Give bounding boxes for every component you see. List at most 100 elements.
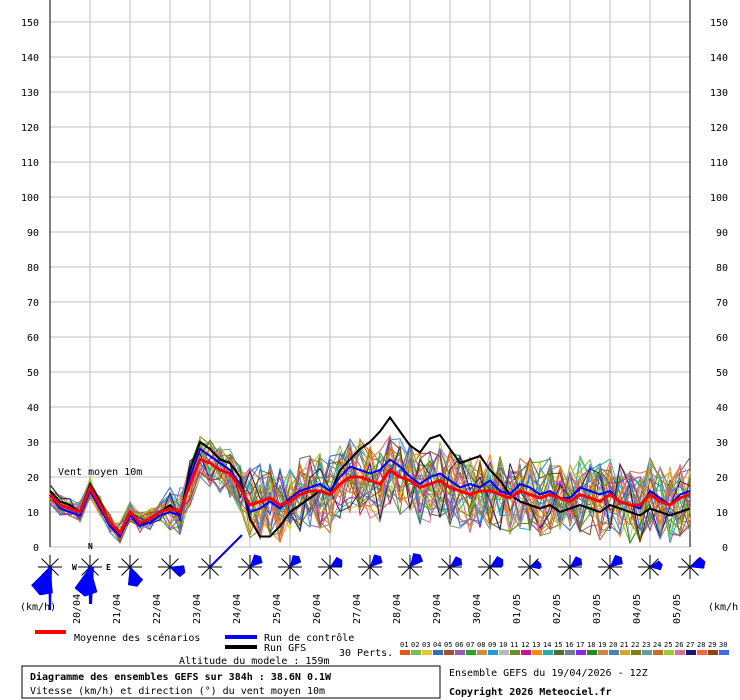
rose-spoke [161,558,171,568]
perturbation-number: 05 [444,641,452,649]
legend-control-label: Run de contrôle [264,632,354,644]
rose-spoke [601,566,611,576]
y-tick-label-right: 80 [716,263,728,274]
x-tick-label: 26/04 [312,594,323,624]
perturbation-number: 04 [433,641,441,649]
y-tick-label-left: 60 [27,333,39,344]
perturbation-number: 09 [488,641,496,649]
perturbation-number: 08 [477,641,485,649]
rose-spoke [321,566,331,576]
rose-spoke [609,566,619,576]
rose-petal [329,556,343,568]
rose-petal [649,560,663,571]
rose-petal-long [88,567,94,604]
perturbation-line-27 [49,445,691,542]
perturbation-swatch [598,650,608,655]
perturbation-swatch [620,650,630,655]
rose-spoke [241,566,251,576]
rose-spoke [89,558,99,568]
perturbation-swatch [686,650,696,655]
perturbation-number: 22 [631,641,639,649]
perturbation-line-18 [49,436,691,545]
perturbation-number: 24 [653,641,661,649]
perturbation-number: 01 [400,641,408,649]
wind-rose [238,554,263,579]
perturbation-swatch [411,650,421,655]
perturbation-number: 06 [455,641,463,649]
perturbation-number: 25 [664,641,672,649]
y-tick-label-left: 30 [27,438,39,449]
rose-spoke [401,566,411,576]
perturbation-swatch [499,650,509,655]
perturbation-swatch [697,650,707,655]
rose-petal [489,555,504,568]
wind-rose [398,553,424,579]
wind-rose [438,555,463,579]
rose-spoke [561,558,571,568]
perturbation-line-28 [49,434,691,543]
rose-spoke [681,566,691,576]
perturbation-number: 10 [499,641,507,649]
perturbation-number: 21 [620,641,628,649]
perturbation-line-30 [49,444,691,540]
perturbation-number: 11 [510,641,518,649]
wind-rose [478,555,504,579]
x-tick-label: 27/04 [352,594,363,624]
perturbation-swatch [488,650,498,655]
rose-label-east: E [106,563,111,572]
perturbation-number: 28 [697,641,705,649]
rose-spoke [681,558,691,568]
rose-spoke [281,558,291,568]
y-tick-label-left: 90 [27,228,39,239]
perturbation-number: 15 [554,641,562,649]
rose-spoke [529,566,539,576]
y-tick-label-right: 140 [710,53,728,64]
y-tick-label-right: 40 [716,403,728,414]
rose-petal [689,556,706,569]
perturbation-swatch [554,650,564,655]
rose-spoke [401,558,411,568]
wind-rose [158,555,186,579]
perturbation-swatch [433,650,443,655]
y-tick-label-right: 90 [716,228,728,239]
perturbation-legend: 01 02 03 04 05 06 07 08 09 10 11 12 13 14 15 16 17 18 19 20… [400,641,729,655]
wind-rose [198,555,222,579]
perturbation-number: 17 [576,641,584,649]
x-tick-label: 03/05 [592,594,603,624]
x-tick-label: 05/05 [672,594,683,624]
rose-spoke [569,566,579,576]
perturbation-swatch [400,650,410,655]
rose-spoke [281,566,291,576]
perturbation-swatch [543,650,553,655]
perturbation-swatch [422,650,432,655]
rose-label-west: W [72,563,77,572]
x-tick-label: 02/05 [552,594,563,624]
y-tick-label-left: 20 [27,473,39,484]
wind-rose [678,555,706,579]
wind-roses [31,534,706,610]
wind-rose [558,555,583,579]
rose-spoke [481,566,491,576]
rose-spoke [521,558,531,568]
rose-spoke [689,566,699,576]
perturbation-swatch [653,650,663,655]
wind-rose [598,554,623,579]
rose-spoke [649,566,659,576]
legend-mean-label: Moyenne des scénarios [74,632,200,644]
perturbation-swatch [532,650,542,655]
perturbation-number: 07 [466,641,474,649]
y-tick-label-left: 50 [27,368,39,379]
y-tick-label-right: 0 [722,543,728,554]
rose-spoke [169,558,179,568]
rose-spoke [641,566,651,576]
y-tick-label-right: 30 [716,438,728,449]
y-tick-label-right: 130 [710,88,728,99]
y-tick-label-right: 60 [716,333,728,344]
rose-spoke [321,558,331,568]
perturbation-swatch [719,650,729,655]
perturbation-swatch [587,650,597,655]
footer-title: Diagramme des ensembles GEFS sur 384h : … [30,671,332,683]
x-tick-label: 29/04 [432,594,443,624]
footer-run: Ensemble GEFS du 19/04/2026 - 12Z [449,668,648,679]
